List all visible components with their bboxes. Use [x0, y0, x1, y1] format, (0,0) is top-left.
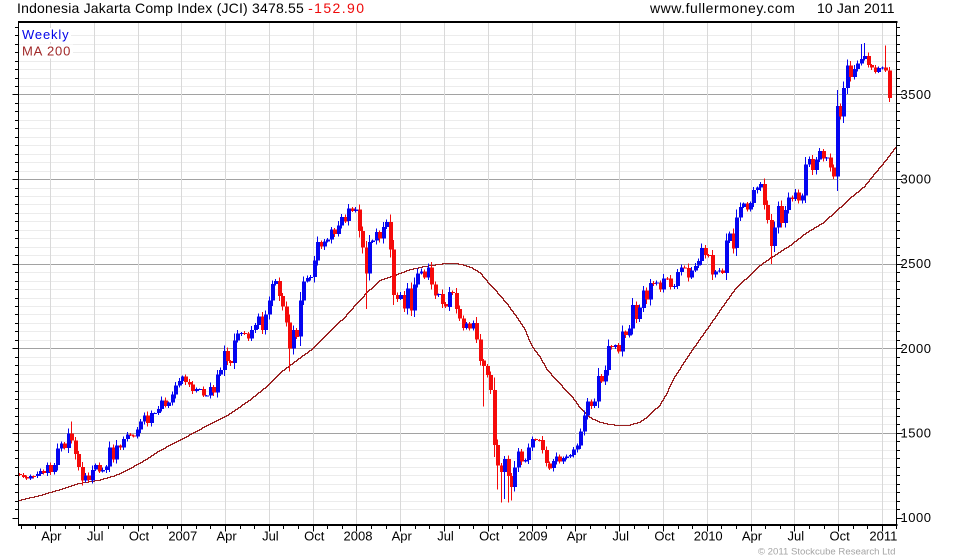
svg-text:Oct: Oct: [829, 529, 850, 544]
svg-text:Oct: Oct: [129, 529, 150, 544]
svg-text:3500: 3500: [901, 87, 932, 102]
svg-text:Apr: Apr: [567, 529, 588, 544]
svg-text:Jul: Jul: [437, 529, 454, 544]
svg-text:1500: 1500: [901, 425, 932, 440]
svg-text:MA 200: MA 200: [22, 44, 71, 59]
svg-text:www.fullermoney.com: www.fullermoney.com: [649, 0, 795, 16]
svg-text:Weekly: Weekly: [22, 27, 69, 42]
svg-text:© 2011 Stockcube Research Ltd: © 2011 Stockcube Research Ltd: [758, 547, 896, 558]
svg-text:Indonesia Jakarta Comp Index (: Indonesia Jakarta Comp Index (JCI) 3478.…: [17, 0, 365, 16]
svg-text:Apr: Apr: [216, 529, 237, 544]
svg-text:2011: 2011: [869, 529, 897, 544]
svg-text:1000: 1000: [901, 510, 932, 525]
svg-text:2010: 2010: [694, 529, 723, 544]
svg-text:2000: 2000: [901, 341, 932, 356]
svg-text:Jul: Jul: [87, 529, 104, 544]
svg-text:Jul: Jul: [612, 529, 629, 544]
svg-text:Oct: Oct: [479, 529, 500, 544]
svg-text:Jul: Jul: [787, 529, 804, 544]
svg-text:2009: 2009: [519, 529, 548, 544]
svg-text:2007: 2007: [168, 529, 197, 544]
svg-text:Apr: Apr: [41, 529, 62, 544]
svg-text:Oct: Oct: [304, 529, 325, 544]
svg-text:10 Jan 2011: 10 Jan 2011: [817, 0, 895, 16]
svg-text:2008: 2008: [344, 529, 373, 544]
svg-text:Jul: Jul: [262, 529, 279, 544]
svg-text:3000: 3000: [901, 172, 932, 187]
svg-text:Oct: Oct: [654, 529, 675, 544]
svg-text:Apr: Apr: [392, 529, 413, 544]
svg-text:2500: 2500: [901, 256, 932, 271]
svg-text:Apr: Apr: [742, 529, 763, 544]
